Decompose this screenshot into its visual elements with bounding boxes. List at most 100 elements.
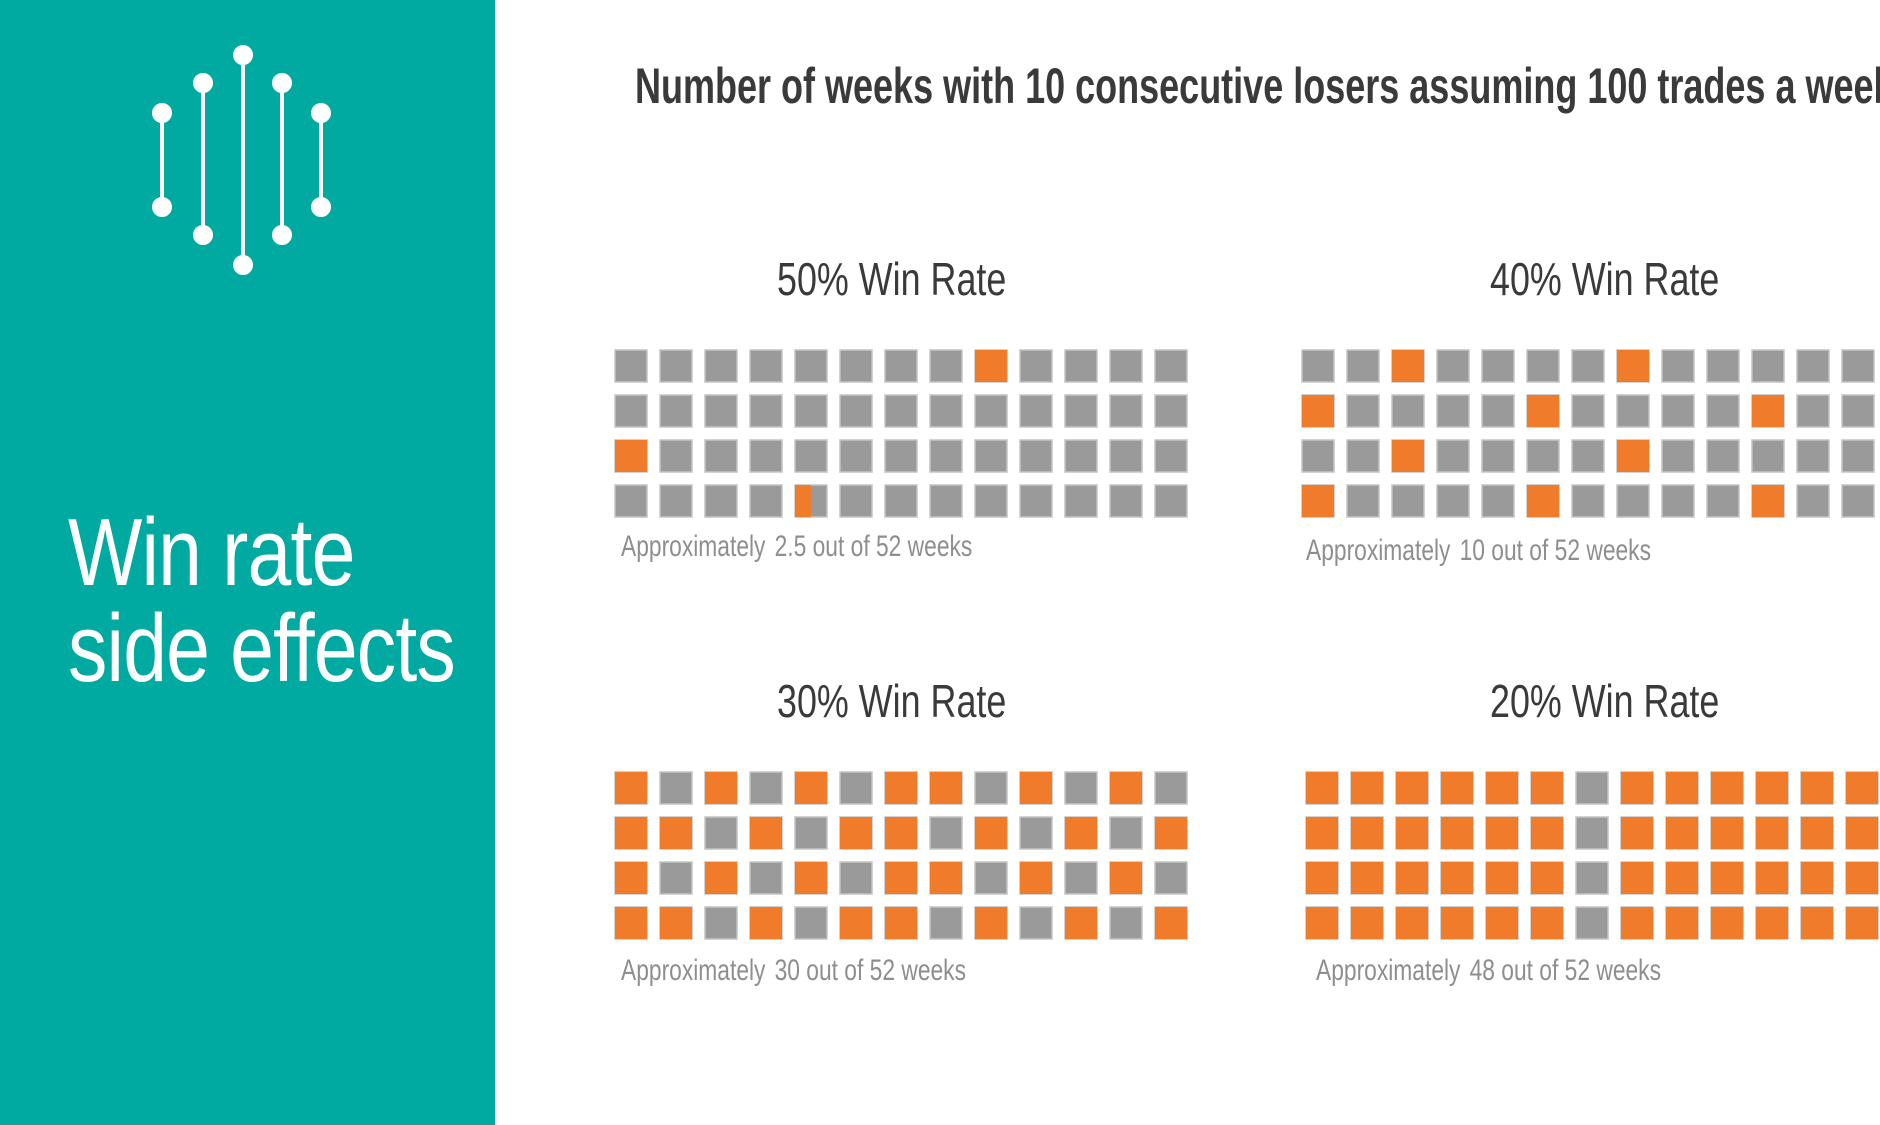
week-square	[1064, 771, 1098, 805]
week-square	[1346, 439, 1380, 473]
losing-streak-week-square	[615, 817, 647, 849]
week-square	[1346, 349, 1380, 383]
losing-streak-week-square	[1666, 817, 1698, 849]
week-square	[1436, 484, 1470, 518]
week-square	[704, 439, 738, 473]
week-square	[839, 771, 873, 805]
week-square	[1526, 349, 1560, 383]
week-square	[1575, 861, 1609, 895]
losing-streak-week-square	[1351, 862, 1383, 894]
losing-streak-week-square	[1621, 907, 1653, 939]
week-square	[1706, 484, 1740, 518]
losing-streak-week-square	[660, 907, 692, 939]
week-square	[1154, 439, 1188, 473]
week-square	[659, 394, 693, 428]
losing-streak-week-square	[1752, 395, 1784, 427]
week-square	[1661, 484, 1695, 518]
note-prefix: Approximately	[1306, 534, 1451, 567]
losing-streak-week-square	[1846, 862, 1878, 894]
losing-streak-week-square	[750, 817, 782, 849]
week-square	[1064, 349, 1098, 383]
losing-streak-week-square	[1801, 772, 1833, 804]
losing-streak-week-square	[615, 440, 647, 472]
week-square	[1064, 439, 1098, 473]
losing-streak-week-square	[1846, 817, 1878, 849]
losing-streak-week-square	[705, 862, 737, 894]
week-square	[659, 439, 693, 473]
week-square	[659, 484, 693, 518]
week-square	[929, 439, 963, 473]
losing-streak-week-square	[1666, 907, 1698, 939]
chart-title: Number of weeks with 10 consecutive lose…	[635, 58, 1880, 114]
waffle-grid	[1305, 771, 1879, 940]
week-square	[1109, 349, 1143, 383]
losing-streak-week-square	[1306, 772, 1338, 804]
losing-streak-week-square	[1110, 862, 1142, 894]
week-square	[749, 861, 783, 895]
losing-streak-week-square	[1531, 772, 1563, 804]
week-square	[884, 439, 918, 473]
week-square	[929, 394, 963, 428]
week-square	[1064, 861, 1098, 895]
losing-streak-week-square	[750, 907, 782, 939]
panel-note: Approximately 30 out of 52 weeks	[621, 954, 966, 988]
losing-streak-week-square	[840, 817, 872, 849]
week-square	[1661, 439, 1695, 473]
losing-streak-week-square	[1155, 817, 1187, 849]
week-square	[1154, 861, 1188, 895]
sidebar-title-line-1: Win rate	[68, 499, 355, 606]
week-square	[704, 349, 738, 383]
losing-streak-week-square	[1020, 862, 1052, 894]
week-square	[1019, 439, 1053, 473]
panel-title: 30% Win Rate	[777, 675, 1007, 727]
losing-streak-week-square	[1396, 907, 1428, 939]
week-square	[974, 771, 1008, 805]
week-square	[839, 484, 873, 518]
week-square	[1841, 484, 1875, 518]
week-square	[974, 394, 1008, 428]
losing-streak-week-square	[1711, 862, 1743, 894]
losing-streak-week-square	[1756, 862, 1788, 894]
losing-streak-week-square	[1486, 817, 1518, 849]
week-square	[659, 861, 693, 895]
week-square	[974, 439, 1008, 473]
week-square	[1019, 394, 1053, 428]
losing-streak-week-square	[1441, 772, 1473, 804]
losing-streak-week-square	[1441, 907, 1473, 939]
losing-streak-week-square	[1392, 440, 1424, 472]
week-square	[749, 439, 783, 473]
note-value: 10 out of 52 weeks	[1459, 534, 1651, 567]
week-square	[884, 484, 918, 518]
week-square	[1575, 816, 1609, 850]
week-square	[1109, 439, 1143, 473]
losing-streak-week-square	[930, 862, 962, 894]
week-square	[1706, 394, 1740, 428]
week-square	[704, 484, 738, 518]
week-square	[1301, 439, 1335, 473]
week-square	[1019, 906, 1053, 940]
week-square	[749, 484, 783, 518]
losing-streak-week-square	[930, 772, 962, 804]
losing-streak-week-square	[1531, 862, 1563, 894]
week-square	[704, 816, 738, 850]
losing-streak-week-square	[1306, 817, 1338, 849]
losing-streak-week-square	[1110, 772, 1142, 804]
losing-streak-week-square	[1621, 772, 1653, 804]
week-square	[1064, 484, 1098, 518]
week-square	[749, 394, 783, 428]
week-square	[839, 439, 873, 473]
week-square	[749, 771, 783, 805]
week-square	[1436, 439, 1470, 473]
losing-streak-week-square	[1621, 862, 1653, 894]
week-square	[1481, 349, 1515, 383]
week-square	[1841, 439, 1875, 473]
waffle-grid	[1301, 349, 1875, 518]
week-square	[1436, 349, 1470, 383]
week-square	[1481, 484, 1515, 518]
week-square	[659, 349, 693, 383]
losing-streak-week-square	[1306, 907, 1338, 939]
losing-streak-week-square	[1711, 772, 1743, 804]
note-value: 30 out of 52 weeks	[774, 954, 966, 987]
losing-streak-week-square	[1351, 772, 1383, 804]
losing-streak-week-square	[1617, 350, 1649, 382]
